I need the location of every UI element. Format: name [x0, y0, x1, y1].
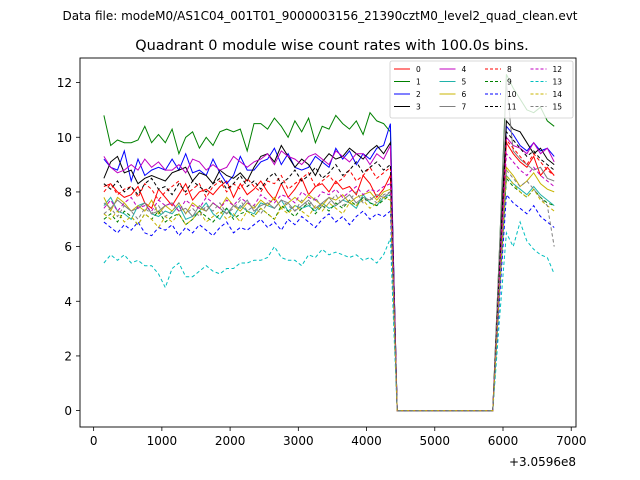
x-tick-label: 3000 — [283, 434, 314, 448]
axes-frame — [79, 57, 577, 428]
legend-box — [389, 60, 574, 119]
legend-label-13: 13 — [553, 78, 563, 87]
legend-label-9: 9 — [507, 78, 512, 87]
legend-label-6: 6 — [462, 90, 467, 99]
y-tick-label: 2 — [64, 349, 72, 363]
legend-label-4: 4 — [462, 65, 467, 74]
legend-label-7: 7 — [462, 103, 467, 112]
x-tick-label: 4000 — [351, 434, 382, 448]
legend-label-2: 2 — [416, 90, 421, 99]
y-tick-label: 12 — [57, 76, 72, 90]
legend-label-15: 15 — [553, 103, 563, 112]
legend-label-5: 5 — [462, 78, 467, 87]
legend-label-10: 10 — [507, 90, 517, 99]
series-line-15 — [103, 168, 555, 412]
x-offset-label: +3.0596e8 — [509, 455, 576, 469]
x-tick-label: 7000 — [556, 434, 587, 448]
series-line-10 — [103, 193, 555, 412]
x-tick-label: 5000 — [419, 434, 450, 448]
legend-label-12: 12 — [553, 65, 563, 74]
x-tick-label: 0 — [90, 434, 98, 448]
plot-area — [103, 74, 555, 412]
legend-label-11: 11 — [507, 103, 517, 112]
legend-label-3: 3 — [416, 103, 421, 112]
legend-label-14: 14 — [553, 90, 563, 99]
suptitle: Data file: modeM0/AS1C04_001T01_90000031… — [62, 9, 577, 23]
legend-label-0: 0 — [416, 65, 421, 74]
legend-label-8: 8 — [507, 65, 512, 74]
y-tick-label: 10 — [57, 131, 72, 145]
legend-label-1: 1 — [416, 78, 421, 87]
y-tick-label: 0 — [64, 404, 72, 418]
chart-title: Quadrant 0 module wise count rates with … — [135, 38, 529, 54]
x-tick-label: 2000 — [215, 434, 246, 448]
series-line-13 — [103, 220, 555, 412]
series-line-11 — [103, 130, 555, 412]
x-tick-label: 1000 — [147, 434, 178, 448]
y-tick-label: 8 — [64, 185, 72, 199]
y-tick-label: 6 — [64, 240, 72, 254]
x-tick-label: 6000 — [488, 434, 519, 448]
y-tick-label: 4 — [64, 295, 72, 309]
